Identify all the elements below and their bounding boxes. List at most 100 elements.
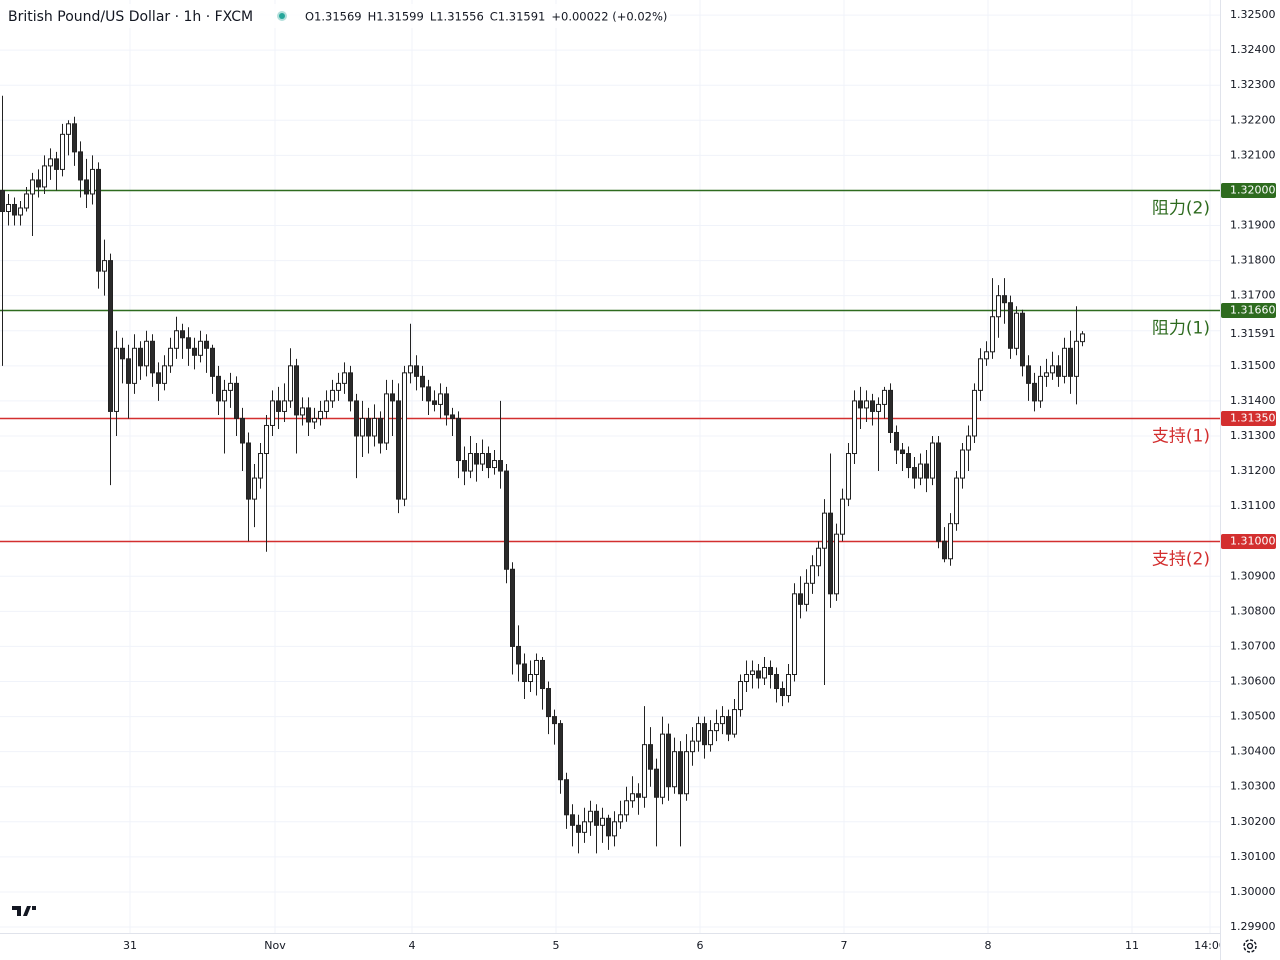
candle-body — [786, 673, 791, 697]
candle-body — [528, 673, 533, 683]
candle-body — [450, 414, 455, 419]
x-tick-label: 5 — [552, 939, 559, 952]
candle-body — [942, 540, 947, 560]
candle-body — [636, 793, 641, 798]
candle-body — [66, 123, 71, 135]
candle-body — [6, 203, 11, 213]
candle-body — [126, 358, 131, 384]
candle-body — [300, 407, 305, 416]
y-tick-label: 1.30000 — [1230, 885, 1276, 898]
ohlc-legend-item: H1.31599 — [368, 10, 424, 24]
candle-body — [738, 681, 743, 711]
candle-body — [606, 817, 611, 837]
x-tick-label: 11 — [1125, 939, 1139, 952]
candle-body — [390, 393, 395, 402]
candle-body — [348, 372, 353, 402]
candle-body — [1026, 365, 1031, 384]
x-tick-label: 31 — [123, 939, 137, 952]
candle-body — [42, 165, 47, 188]
candle-body — [240, 417, 245, 444]
y-tick-label: 1.30300 — [1230, 780, 1276, 793]
candle-body — [1038, 375, 1043, 402]
candle-body — [690, 740, 695, 753]
candle-body — [168, 347, 173, 367]
level-axis-tag — [1221, 183, 1276, 198]
candle-body — [750, 670, 755, 675]
candle-body — [324, 400, 329, 412]
candle-body — [336, 382, 341, 391]
candle-body — [900, 449, 905, 455]
candle-body — [474, 453, 479, 465]
candle-body — [354, 400, 359, 437]
y-tick-label: 1.29900 — [1230, 920, 1276, 933]
y-tick-label: 1.31800 — [1230, 254, 1276, 267]
candle-body — [318, 410, 323, 419]
candle-body — [768, 666, 773, 675]
y-tick-label: 1.31200 — [1230, 464, 1276, 477]
candle-body — [216, 375, 221, 402]
y-tick-label: 1.30900 — [1230, 569, 1276, 582]
candle-body — [180, 330, 185, 339]
candle-body — [306, 407, 311, 423]
candle-body — [162, 365, 167, 384]
logo-mark — [12, 906, 36, 916]
gear-outer — [1243, 939, 1257, 953]
price-axis: 1.32500 1.32400 1.32300 1.32200 1.32100 1.320… — [1221, 8, 1276, 933]
candle-body — [660, 733, 665, 798]
candle-body — [864, 400, 869, 409]
level-axis-label: 1.31350 — [1230, 412, 1276, 425]
candle-body — [198, 340, 203, 356]
candle-body — [0, 189, 5, 213]
ohlc-legend-item: O1.31569 — [305, 10, 362, 24]
candle-body — [732, 709, 737, 735]
candle-body — [186, 337, 191, 349]
header-bg — [0, 4, 670, 28]
candle-body — [36, 179, 41, 188]
candle-body — [222, 389, 227, 402]
x-tick-label: 8 — [984, 939, 991, 952]
candle-body — [882, 389, 887, 405]
candle-body — [582, 821, 587, 833]
settings-icon[interactable] — [1243, 939, 1257, 953]
candle-body — [948, 523, 953, 560]
candle-body — [840, 498, 845, 535]
candle-body — [666, 733, 671, 788]
candle-body — [120, 347, 125, 360]
candle-body — [828, 512, 833, 595]
candle-body — [960, 449, 965, 479]
tv-logo[interactable] — [10, 902, 38, 920]
y-tick-label: 1.32500 — [1230, 8, 1276, 21]
candle-body — [408, 365, 413, 374]
candle-body — [78, 151, 83, 181]
candle-body — [144, 340, 149, 367]
x-tick-label: 4 — [408, 939, 415, 952]
candle-body — [366, 417, 371, 437]
candle-body — [12, 203, 17, 216]
candle-body — [570, 814, 575, 826]
y-tick-label: 1.31400 — [1230, 394, 1276, 407]
candle-body — [744, 673, 749, 683]
y-tick-label: 1.30600 — [1230, 675, 1276, 688]
candles — [0, 95, 1085, 854]
candle-body — [756, 670, 761, 679]
y-tick-label: 1.31700 — [1230, 289, 1276, 302]
candle-body — [84, 179, 89, 195]
candle-body — [762, 666, 767, 679]
y-tick-label: 1.31900 — [1230, 219, 1276, 232]
candle-body — [702, 723, 707, 746]
ohlc-legend-item: +0.00022 (+0.02%) — [551, 10, 667, 24]
candle-body — [870, 400, 875, 412]
candle-body — [48, 158, 53, 167]
candle-body — [150, 340, 155, 374]
candle-body — [1002, 295, 1007, 304]
ohlc-legend-item: L1.31556 — [430, 10, 484, 24]
candle-body — [792, 593, 797, 675]
candle-body — [498, 460, 503, 472]
candle-body — [1044, 372, 1049, 377]
y-tick-label: 1.30400 — [1230, 745, 1276, 758]
candle-body — [594, 810, 599, 826]
candle-body — [1008, 302, 1013, 349]
candle-body — [276, 400, 281, 412]
